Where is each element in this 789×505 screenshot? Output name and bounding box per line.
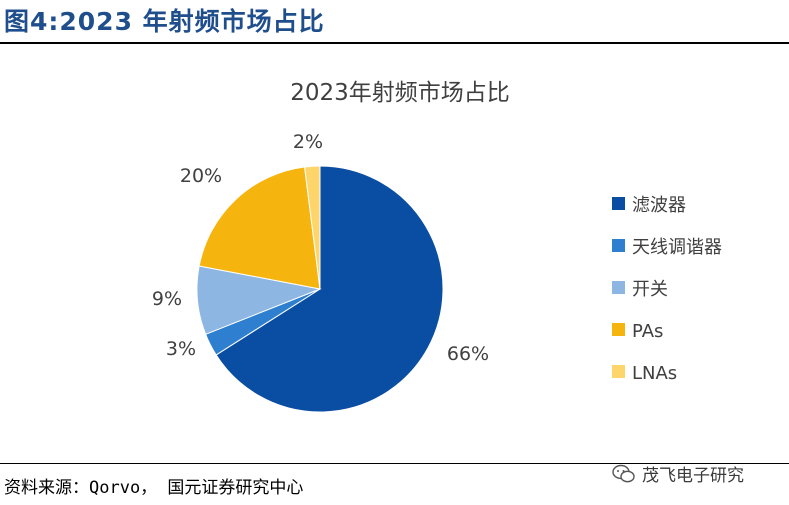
wechat-icon — [612, 464, 635, 482]
source-note: 资料来源：Qorvo， 国元证券研究中心 — [4, 478, 304, 498]
pie-slice — [198, 166, 321, 290]
watermark-text: 茂飞电子研究 — [642, 466, 744, 486]
legend-swatch — [612, 281, 625, 294]
slice-value-label: 9% — [152, 288, 182, 310]
chart-title: 2023年射频市场占比 — [290, 80, 510, 106]
legend-label: 开关 — [632, 279, 668, 300]
legend-swatch — [612, 239, 625, 252]
legend-swatch — [612, 323, 625, 336]
legend-label: LNAs — [632, 363, 677, 384]
slice-value-label: 2% — [293, 131, 323, 153]
watermark: 茂飞电子研究 — [612, 461, 744, 486]
pie-slice — [215, 165, 444, 413]
top-divider — [0, 42, 789, 44]
legend-swatch — [612, 197, 625, 210]
legend-label: PAs — [632, 321, 663, 342]
bottom-divider — [0, 463, 789, 464]
pie-slice — [304, 165, 321, 290]
pie-slices — [196, 165, 444, 413]
slice-value-label: 20% — [180, 165, 222, 187]
slice-labels: 66% 3% 9% 20% 2% — [152, 131, 489, 365]
legend-label: 天线调谐器 — [632, 237, 722, 258]
legend-label: 滤波器 — [632, 195, 686, 216]
legend-swatch — [612, 365, 625, 378]
figure-title: 图4:2023 年射频市场占比 — [4, 7, 325, 36]
slice-value-label: 3% — [166, 338, 196, 360]
slice-value-label: 66% — [447, 343, 489, 365]
